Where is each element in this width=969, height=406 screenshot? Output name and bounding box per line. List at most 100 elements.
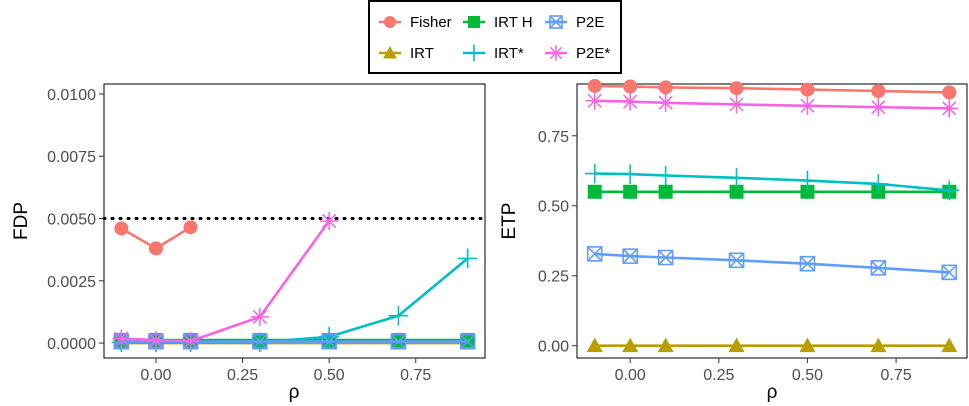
fdp-point-fisher	[148, 241, 163, 256]
legend-label-fisher: Fisher	[410, 14, 452, 31]
fdp-point-p2e	[390, 333, 407, 350]
fdp-series-fisher	[114, 220, 198, 256]
legend-frame	[368, 0, 622, 74]
etp-point-fisher	[800, 82, 815, 97]
etp-point-irt	[657, 337, 674, 353]
etp-point-irt-star	[797, 170, 818, 191]
fdp-point-irt-star	[388, 305, 409, 326]
legend-item-fisher: Fisher	[379, 14, 452, 31]
fdp-point-p2e	[459, 333, 476, 350]
etp-point-p2e	[941, 264, 958, 281]
etp-point-p2e-star	[727, 95, 746, 114]
etp-point-irt	[728, 337, 745, 353]
etp-point-irt	[622, 337, 639, 353]
etp-series-irt-star	[584, 163, 960, 201]
etp-point-p2e-star	[621, 92, 640, 111]
legend-key-fisher	[379, 16, 401, 28]
etp-panel: 0.00 0.25 0.50 0.75 0.00 0.25 0.50 0.75 ETP ρ	[499, 78, 968, 403]
etp-y-tick-label: 0.75	[538, 129, 569, 146]
fdp-panel: 0.00 0.25 0.50 0.75 0.0000 0.0025 0.0050 0.0075…	[11, 83, 487, 403]
etp-series-fisher	[587, 78, 957, 100]
legend-key-irt	[379, 46, 401, 59]
fdp-point-p2e	[321, 333, 337, 350]
etp-point-irt	[586, 337, 603, 353]
etp-point-irt	[799, 337, 816, 353]
etp-axis-layer: 0.00 0.25 0.50 0.75 0.00 0.25 0.50 0.75	[538, 129, 912, 384]
fdp-y-tick-label: 0.0000	[47, 336, 96, 353]
legend-key-irt-h	[463, 16, 485, 28]
etp-point-p2e	[728, 252, 745, 269]
fdp-point-irt-star	[457, 248, 478, 269]
etp-point-p2e	[657, 249, 674, 266]
etp-point-irt-h	[623, 184, 638, 199]
etp-x-tick-label: 0.00	[615, 367, 646, 384]
etp-x-axis-title: ρ	[767, 382, 778, 403]
fdp-x-tick-label: 0.25	[227, 367, 258, 384]
etp-point-fisher	[658, 80, 673, 95]
etp-plot-area	[576, 83, 968, 359]
legend-key-marker	[548, 45, 564, 61]
etp-point-p2e-star	[798, 96, 817, 115]
fdp-point-p2e-star	[181, 331, 200, 351]
fdp-point-fisher	[114, 221, 129, 236]
fdp-y-tick-label: 0.0050	[47, 212, 96, 229]
etp-series-irt	[586, 337, 958, 353]
legend-label-irt-star: IRT*	[494, 45, 524, 62]
fdp-point-p2e-star	[146, 330, 166, 350]
etp-x-tick-label: 0.25	[703, 367, 734, 384]
fdp-x-tick-label: 0.50	[314, 367, 345, 384]
etp-point-irt	[870, 337, 887, 353]
legend-label-p2e-star: P2E*	[576, 45, 610, 62]
etp-point-irt-star	[620, 164, 640, 184]
etp-point-irt-star	[584, 163, 605, 184]
etp-point-irt-h	[587, 184, 602, 199]
legend-key-marker	[384, 16, 396, 28]
etp-point-p2e-star	[656, 93, 675, 112]
fdp-point-p2e-star	[250, 307, 269, 326]
legend-label-irt-h: IRT H	[494, 14, 533, 31]
etp-point-irt-star	[726, 167, 747, 188]
legend-item-irt-h: IRT H	[463, 14, 533, 31]
etp-point-irt	[941, 337, 958, 353]
etp-y-axis-title: ETP	[499, 203, 520, 240]
etp-point-fisher	[587, 78, 602, 93]
fdp-y-axis-title: FDP	[11, 202, 32, 240]
etp-series-p2e	[586, 246, 958, 281]
etp-point-p2e-star	[585, 91, 604, 110]
legend-key-marker	[549, 15, 563, 29]
etp-y-tick-label: 0.50	[538, 199, 569, 216]
etp-point-p2e	[870, 260, 887, 276]
legend-key-irt-star	[463, 44, 485, 62]
etp-point-fisher	[623, 79, 638, 94]
etp-point-irt-star	[655, 165, 676, 186]
fdp-series-p2e-star	[112, 211, 339, 351]
etp-point-p2e-star	[869, 98, 888, 117]
fdp-point-p2e-star	[112, 329, 131, 348]
legend-label-irt: IRT	[410, 45, 434, 62]
fdp-axis-layer: 0.00 0.25 0.50 0.75 0.0000 0.0025 0.0050 0.0075…	[47, 87, 431, 384]
fdp-point-p2e-star	[320, 211, 339, 231]
legend-label-p2e: P2E	[576, 14, 604, 31]
etp-point-irt-h	[729, 184, 744, 199]
fdp-point-irt-h	[391, 333, 406, 348]
etp-point-p2e	[622, 248, 638, 264]
etp-series-p2e-star	[585, 91, 959, 118]
legend-key-p2e	[545, 15, 567, 29]
fdp-y-tick-label: 0.0025	[47, 274, 96, 291]
etp-x-tick-label: 0.50	[792, 367, 823, 384]
etp-point-p2e-star	[940, 99, 959, 118]
legend-key-p2e-star	[545, 45, 567, 61]
legend-key-marker	[383, 46, 397, 59]
etp-point-p2e	[799, 255, 816, 272]
fdp-point-fisher	[183, 220, 198, 235]
fdp-data-layer	[111, 211, 478, 353]
legend-item-p2e-star: P2E*	[545, 45, 610, 62]
fdp-y-tick-label: 0.0075	[47, 149, 96, 166]
fdp-point-irt-h	[460, 333, 475, 348]
etp-point-fisher	[871, 83, 886, 98]
etp-point-irt-star	[939, 180, 960, 201]
legend: Fisher IRT H P2E IRT IRT* P2E*	[368, 0, 622, 74]
legend-item-irt: IRT	[379, 45, 434, 62]
fdp-point-p2e	[252, 333, 268, 350]
